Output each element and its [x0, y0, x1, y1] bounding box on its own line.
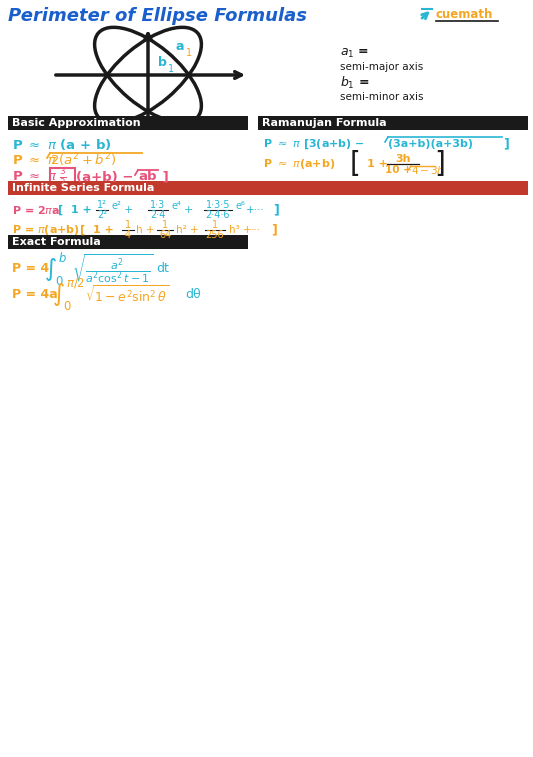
Text: $\frac{3}{2}$: $\frac{3}{2}$ [59, 166, 66, 188]
Text: $\sqrt{\dfrac{a^2}{a^2\cos^2 t - 1}}$: $\sqrt{\dfrac{a^2}{a^2\cos^2 t - 1}}$ [72, 253, 154, 285]
Text: ]: ] [503, 138, 509, 151]
FancyBboxPatch shape [258, 116, 528, 130]
Text: +: + [124, 205, 133, 215]
Text: $\int_0^b$: $\int_0^b$ [44, 251, 67, 288]
Text: 256: 256 [206, 230, 224, 240]
Text: P = 4a: P = 4a [12, 288, 58, 301]
Text: P $\approx$ $\pi$ (a + b): P $\approx$ $\pi$ (a + b) [12, 136, 111, 151]
Text: +···: +··· [246, 205, 265, 215]
Text: P $\approx$ $\pi$(a+b): P $\approx$ $\pi$(a+b) [263, 157, 335, 171]
Text: ]: ] [271, 223, 277, 236]
FancyBboxPatch shape [8, 116, 248, 130]
Text: b: b [158, 57, 167, 70]
Text: Ramanujan Formula: Ramanujan Formula [262, 118, 386, 128]
Text: P $\approx$ $\pi$ [3(a+b) −: P $\approx$ $\pi$ [3(a+b) − [263, 137, 365, 151]
Text: 1 +: 1 + [367, 159, 388, 169]
Text: semi-minor axis: semi-minor axis [340, 92, 424, 102]
Text: 2·4: 2·4 [150, 210, 166, 220]
Text: semi-major axis: semi-major axis [340, 62, 423, 72]
Text: dθ: dθ [185, 288, 200, 301]
Text: P = $\pi$(a+b): P = $\pi$(a+b) [12, 223, 80, 237]
Text: $\sqrt{1 - e^2 \sin^2\theta}$: $\sqrt{1 - e^2 \sin^2\theta}$ [85, 285, 169, 306]
Text: 3h: 3h [395, 154, 411, 164]
Text: 1: 1 [125, 220, 131, 230]
Text: h +: h + [136, 225, 155, 235]
Text: $4-3h$: $4-3h$ [411, 164, 445, 176]
Text: 1: 1 [186, 48, 192, 58]
Text: (3a+b)(a+3b): (3a+b)(a+3b) [388, 139, 473, 149]
Text: e⁴: e⁴ [172, 201, 182, 211]
Text: [  1 +: [ 1 + [80, 225, 114, 235]
Text: P = 2$\pi$a: P = 2$\pi$a [12, 204, 60, 216]
FancyBboxPatch shape [8, 181, 528, 195]
Text: e⁶: e⁶ [236, 201, 246, 211]
Text: 1²: 1² [97, 200, 107, 210]
Text: 1·3·5: 1·3·5 [206, 200, 230, 210]
Text: (a+b) −: (a+b) − [76, 170, 133, 183]
Text: Exact Formula: Exact Formula [12, 237, 101, 247]
Text: cuemath: cuemath [436, 8, 494, 21]
Text: 4: 4 [125, 230, 131, 240]
Text: 2²: 2² [97, 210, 107, 220]
Text: $b_1$ =: $b_1$ = [340, 75, 369, 91]
Text: ]: ] [158, 170, 169, 183]
Text: Perimeter of Ellipse Formulas: Perimeter of Ellipse Formulas [8, 7, 307, 25]
Text: e²: e² [112, 201, 122, 211]
Text: [  1 +: [ 1 + [58, 205, 92, 215]
Text: ···: ··· [251, 225, 261, 235]
Text: P $\approx$ $\pi$: P $\approx$ $\pi$ [12, 154, 58, 167]
Text: $\int_0^{\pi/2}$: $\int_0^{\pi/2}$ [52, 277, 85, 313]
Text: 64: 64 [159, 230, 171, 240]
Text: 10 +: 10 + [385, 165, 412, 175]
Text: ]: ] [434, 150, 446, 178]
Text: Infinite Series Formula: Infinite Series Formula [12, 183, 155, 193]
Text: Basic Approximation: Basic Approximation [12, 118, 141, 128]
Text: +: + [184, 205, 193, 215]
Text: 2·4·6: 2·4·6 [206, 210, 230, 220]
Text: 1: 1 [162, 220, 168, 230]
Text: P $\approx$ $\pi$: P $\approx$ $\pi$ [12, 170, 58, 183]
Text: dt: dt [156, 263, 169, 276]
Text: 1: 1 [168, 64, 174, 74]
Text: h³ +: h³ + [229, 225, 252, 235]
Text: a: a [176, 41, 184, 54]
Text: ab: ab [138, 170, 157, 183]
Text: 1·3: 1·3 [150, 200, 166, 210]
Text: h² +: h² + [176, 225, 199, 235]
FancyBboxPatch shape [8, 235, 248, 249]
Text: P = 4: P = 4 [12, 263, 49, 276]
Text: 1: 1 [212, 220, 218, 230]
Text: $a_1$ =: $a_1$ = [340, 46, 369, 60]
Text: ]: ] [273, 204, 279, 217]
Text: [: [ [350, 150, 360, 178]
Text: $2 (a^2 + b^2)$: $2 (a^2 + b^2)$ [50, 151, 116, 169]
